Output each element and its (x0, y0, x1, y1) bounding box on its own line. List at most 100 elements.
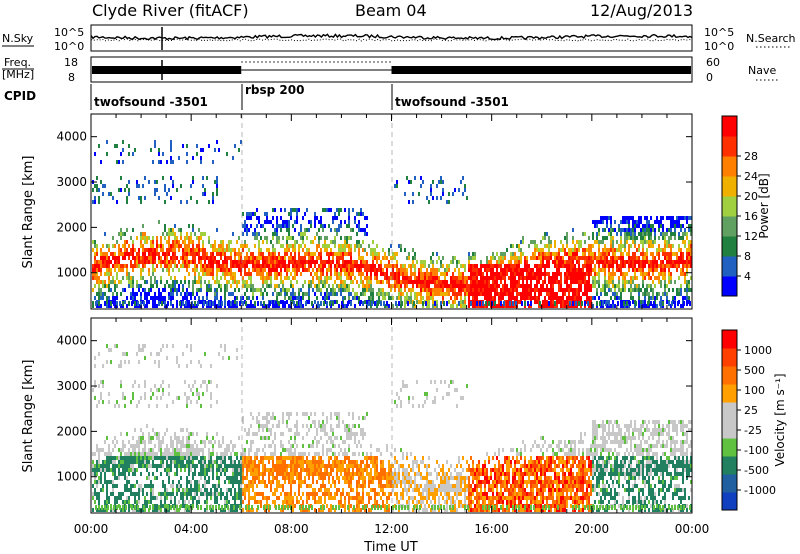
velocity-cell (116, 400, 118, 404)
power-cell (596, 260, 598, 264)
power-cell (266, 304, 268, 308)
power-cell (650, 268, 652, 272)
velocity-cell (128, 504, 130, 508)
power-cell (612, 252, 614, 256)
power-cell (370, 252, 372, 256)
power-cell (126, 296, 128, 300)
velocity-cell (206, 436, 208, 440)
power-cell (386, 276, 388, 280)
power-cell (406, 256, 408, 260)
power-cell (182, 256, 184, 260)
power-cell (178, 260, 180, 264)
velocity-cell (196, 400, 198, 404)
power-cell (452, 260, 454, 264)
power-cell (174, 264, 176, 268)
power-cell (656, 276, 658, 280)
power-cell (317, 301, 319, 306)
velocity-cell (136, 460, 138, 464)
power-cell (340, 284, 342, 288)
power-cell (644, 256, 646, 260)
power-cell (242, 244, 244, 248)
power-cell (164, 188, 166, 192)
power-cell (450, 280, 452, 284)
power-cell (400, 292, 402, 296)
power-cell (460, 288, 462, 292)
power-cell (244, 256, 246, 260)
power-cell (392, 272, 394, 276)
power-cell (646, 256, 648, 260)
power-cell (462, 176, 464, 180)
power-cell (402, 264, 404, 268)
velocity-cell (166, 488, 168, 492)
power-cell (108, 276, 110, 280)
power-cell (588, 264, 590, 268)
power-cell (332, 260, 334, 264)
velocity-cell (112, 448, 114, 452)
power-cell (622, 220, 624, 224)
power-cell (634, 244, 636, 248)
power-cell (646, 220, 648, 224)
velocity-cell (128, 452, 130, 456)
power-cell (362, 228, 364, 232)
power-cell (302, 216, 304, 220)
power-cell (509, 301, 511, 306)
power-cell (324, 296, 326, 300)
power-cell (464, 304, 466, 308)
power-cell (672, 216, 674, 220)
velocity-cell (240, 476, 242, 480)
power-cell (404, 268, 406, 272)
velocity-cell (132, 436, 134, 440)
power-cell (452, 192, 454, 196)
power-cell (288, 248, 290, 252)
power-cell (114, 144, 116, 148)
power-cell (254, 301, 256, 306)
velocity-cell (104, 480, 106, 484)
power-cell (370, 264, 372, 268)
power-cell (154, 296, 156, 300)
velocity-cell (148, 476, 150, 480)
power-cell (248, 260, 250, 264)
power-cell (258, 216, 260, 220)
power-cell (506, 272, 508, 276)
power-cell (462, 284, 464, 288)
velocity-cell (158, 388, 160, 392)
power-cell (576, 280, 578, 284)
velocity-cell (130, 488, 132, 492)
power-cell (602, 228, 604, 232)
power-cell (194, 232, 196, 236)
power-cell (434, 284, 436, 288)
power-cell (642, 240, 644, 244)
velocity-cell (138, 436, 140, 440)
power-cell (98, 144, 100, 148)
power-cell (620, 272, 622, 276)
power-cell (638, 248, 640, 252)
velocity-cell (186, 452, 188, 456)
velocity-cell (124, 476, 126, 480)
power-cell (502, 276, 504, 280)
velocity-cell (182, 352, 184, 356)
power-cell (468, 284, 470, 288)
velocity-cell (132, 460, 134, 464)
velocity-cell (180, 476, 182, 480)
power-cell (608, 272, 610, 276)
power-cell (548, 280, 550, 284)
velocity-cell (160, 348, 162, 352)
velocity-cell (204, 352, 206, 356)
power-cell (654, 228, 656, 232)
power-cell (340, 276, 342, 280)
power-cell (252, 212, 254, 216)
power-cell (540, 284, 542, 288)
power-cell (560, 284, 562, 288)
power-cell (666, 256, 668, 260)
power-cell (428, 304, 430, 308)
power-cell (214, 304, 216, 308)
power-cell (126, 272, 128, 276)
power-cell (512, 268, 514, 272)
velocity-cell (108, 460, 110, 464)
power-cell (232, 264, 234, 268)
power-cell (250, 272, 252, 276)
power-cell (162, 252, 164, 256)
power-cell (626, 272, 628, 276)
power-cell (206, 296, 208, 300)
power-cell (570, 260, 572, 264)
